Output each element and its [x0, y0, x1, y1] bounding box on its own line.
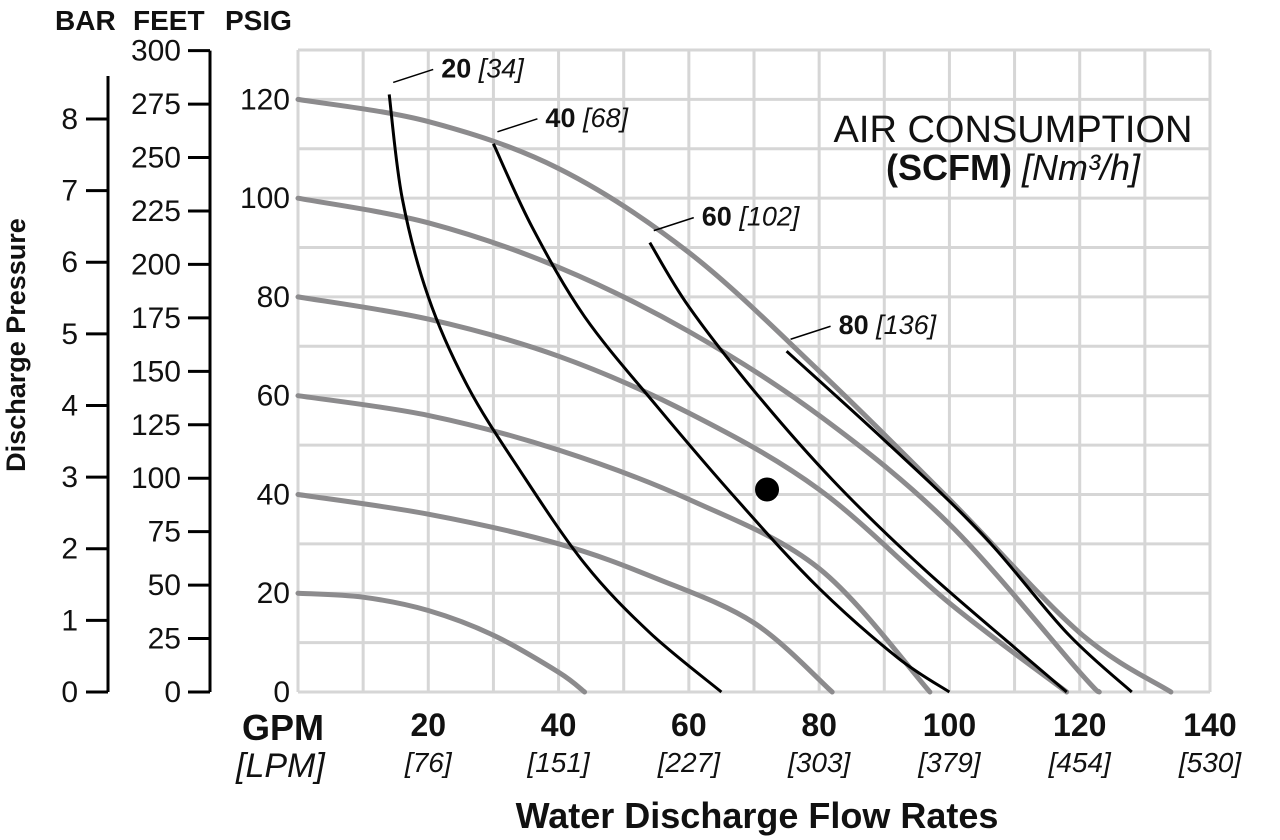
air-curve-label: 80 [136]	[839, 310, 938, 340]
psig-tick-label: 40	[257, 478, 290, 511]
chart-title-line2: (SCFM) [Nm³/h]	[886, 147, 1141, 188]
bar-tick-label: 3	[61, 461, 78, 494]
air-curve-label-scfm: 20	[441, 53, 471, 83]
x-tick-label-gpm: 80	[801, 707, 837, 743]
feet-axis-header: FEET	[133, 5, 205, 36]
feet-tick-label: 75	[148, 516, 181, 549]
bar-axis-header: BAR	[55, 5, 116, 36]
air-curve-40-scfm	[492, 143, 951, 694]
air-curve-80-scfm	[785, 350, 1133, 694]
feet-tick-label: 125	[131, 409, 181, 442]
air-curve-label-metric: [102]	[738, 202, 801, 232]
air-curve-60-scfm	[648, 241, 1068, 694]
bar-tick-label: 7	[61, 175, 78, 208]
feet-tick-label: 225	[131, 195, 181, 228]
bar-tick-label: 6	[61, 246, 78, 279]
feet-tick-label: 175	[131, 302, 181, 335]
feet-tick-label: 275	[131, 88, 181, 121]
air-curve-label-scfm: 80	[839, 310, 869, 340]
psig-tick-label: 60	[257, 380, 290, 413]
air-curve-leader-line	[653, 216, 695, 232]
air-curve-label-scfm: 60	[702, 202, 732, 232]
x-tick-label-lpm: [454]	[1048, 747, 1112, 778]
performance-curve-120-psig	[295, 96, 1174, 695]
bar-tick-label: 1	[61, 604, 78, 637]
air-curve-label-metric: [68]	[582, 103, 630, 133]
air-curve-label: 60 [102]	[702, 202, 801, 232]
feet-tick-label: 300	[131, 35, 181, 68]
air-curve-label: 20 [34]	[441, 53, 525, 83]
bar-tick-label: 2	[61, 533, 78, 566]
bar-tick-label: 0	[61, 676, 78, 709]
air-curve-label-metric: [34]	[478, 53, 526, 83]
feet-tick-label: 200	[131, 248, 181, 281]
x-tick-label-lpm: [151]	[526, 747, 590, 778]
x-tick-label-lpm: [303]	[787, 747, 851, 778]
air-curve-20-scfm	[387, 94, 723, 694]
feet-tick-label: 0	[164, 676, 181, 709]
air-curve-leader-line	[392, 68, 434, 84]
x-tick-label-gpm: 100	[923, 707, 976, 743]
psig-axis-header: PSIG	[225, 5, 292, 36]
performance-curve-80-psig	[295, 294, 1070, 695]
psig-tick-label: 100	[240, 182, 290, 215]
psig-tick-label: 20	[257, 577, 290, 610]
bar-tick-label: 8	[61, 103, 78, 136]
air-curve-label-metric: [136]	[875, 310, 938, 340]
operating-point-marker	[755, 477, 780, 502]
x-axis-title: Water Discharge Flow Rates	[516, 795, 999, 836]
plot-grid	[296, 48, 1212, 694]
x-tick-label-lpm: [530]	[1178, 747, 1242, 778]
psig-tick-label: 80	[257, 281, 290, 314]
x-tick-label-lpm: [76]	[404, 747, 453, 778]
x-tick-label-gpm: 40	[541, 707, 577, 743]
x-tick-label-gpm: 20	[410, 707, 446, 743]
psig-tick-label: 120	[240, 83, 290, 116]
feet-tick-label: 100	[131, 462, 181, 495]
feet-tick-label: 150	[131, 355, 181, 388]
air-curve-label: 40 [68]	[545, 103, 629, 133]
performance-curves	[295, 96, 1174, 695]
feet-tick-label: 250	[131, 142, 181, 175]
chart-title-line1: AIR CONSUMPTION	[834, 109, 1193, 151]
performance-curve-20-psig	[295, 590, 588, 695]
x-tick-label-lpm: [227]	[657, 747, 721, 778]
tick-labels: 0123456780255075100125150175200225250275…	[61, 35, 1242, 778]
air-curve-leader-line	[497, 118, 538, 133]
feet-tick-label: 50	[148, 569, 181, 602]
performance-curve-60-psig	[295, 393, 933, 695]
y-axis-title: Discharge Pressure	[1, 218, 31, 472]
axes	[86, 49, 212, 694]
air-curve-label-scfm: 40	[545, 103, 575, 133]
x-unit-gpm: GPM	[242, 707, 324, 748]
air-consumption-curves: 20 [34] 40 [68] 60 [102] 80 [136]	[387, 53, 1133, 694]
chart-title-metric-unit: [Nm³/h]	[1021, 147, 1141, 188]
bar-tick-label: 5	[61, 318, 78, 351]
air-curve-leader-line	[790, 325, 831, 340]
performance-curve-100-psig	[295, 195, 1102, 695]
psig-tick-label: 0	[273, 676, 290, 709]
x-tick-label-gpm: 140	[1183, 707, 1236, 743]
feet-tick-label: 25	[148, 623, 181, 656]
x-tick-label-gpm: 120	[1053, 707, 1106, 743]
chart-title-unit: (SCFM)	[886, 147, 1012, 188]
performance-curve-40-psig	[295, 492, 835, 695]
x-tick-label-lpm: [379]	[917, 747, 981, 778]
bar-tick-label: 4	[61, 389, 78, 422]
x-tick-label-gpm: 60	[671, 707, 707, 743]
x-unit-lpm: [LPM]	[235, 747, 326, 785]
